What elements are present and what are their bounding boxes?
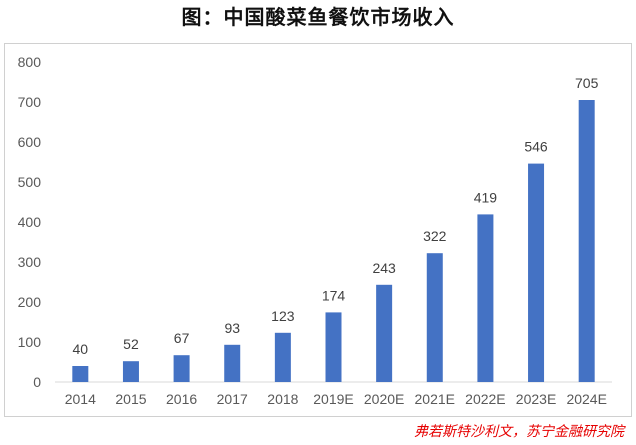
chart-frame	[4, 43, 632, 417]
bar	[578, 100, 595, 382]
data-label: 546	[524, 139, 548, 155]
y-tick-label: 500	[18, 174, 42, 190]
data-label: 243	[372, 260, 396, 276]
y-tick-label: 100	[18, 334, 42, 350]
bar	[224, 344, 241, 382]
y-tick-label: 300	[18, 254, 42, 270]
bar	[325, 312, 342, 382]
x-tick-label: 2015	[115, 391, 146, 407]
bar	[426, 253, 443, 382]
data-label: 705	[575, 75, 599, 91]
y-tick-label: 200	[18, 294, 42, 310]
x-tick-label: 2018	[267, 391, 298, 407]
data-label: 40	[73, 341, 89, 357]
data-label: 123	[271, 308, 295, 324]
x-tick-label: 2023E	[516, 391, 556, 407]
bar	[477, 214, 494, 382]
data-label: 322	[423, 228, 447, 244]
x-tick-label: 2019E	[313, 391, 353, 407]
x-tick-label: 2020E	[364, 391, 404, 407]
data-label: 52	[123, 336, 139, 352]
data-label: 419	[474, 189, 498, 205]
bar	[72, 366, 89, 382]
x-tick-label: 2022E	[465, 391, 505, 407]
y-tick-label: 700	[18, 94, 42, 110]
y-tick-label: 400	[18, 214, 42, 230]
source-note: 弗若斯特沙利文，苏宁金融研究院	[414, 424, 624, 440]
data-label: 174	[322, 287, 346, 303]
x-tick-label: 2024E	[566, 391, 606, 407]
y-tick-label: 800	[18, 54, 42, 70]
x-tick-label: 2017	[217, 391, 248, 407]
x-tick-label: 2021E	[415, 391, 455, 407]
bar	[376, 284, 393, 382]
x-tick-label: 2016	[166, 391, 197, 407]
bar	[173, 355, 190, 382]
bar	[122, 361, 139, 382]
y-tick-label: 600	[18, 134, 42, 150]
data-label: 93	[224, 320, 240, 336]
x-tick-label: 2014	[65, 391, 96, 407]
bar	[274, 332, 291, 382]
y-tick-label: 0	[33, 374, 41, 390]
chart-title: 图：中国酸菜鱼餐饮市场收入	[181, 5, 455, 29]
data-label: 67	[174, 330, 190, 346]
bar	[528, 163, 545, 382]
